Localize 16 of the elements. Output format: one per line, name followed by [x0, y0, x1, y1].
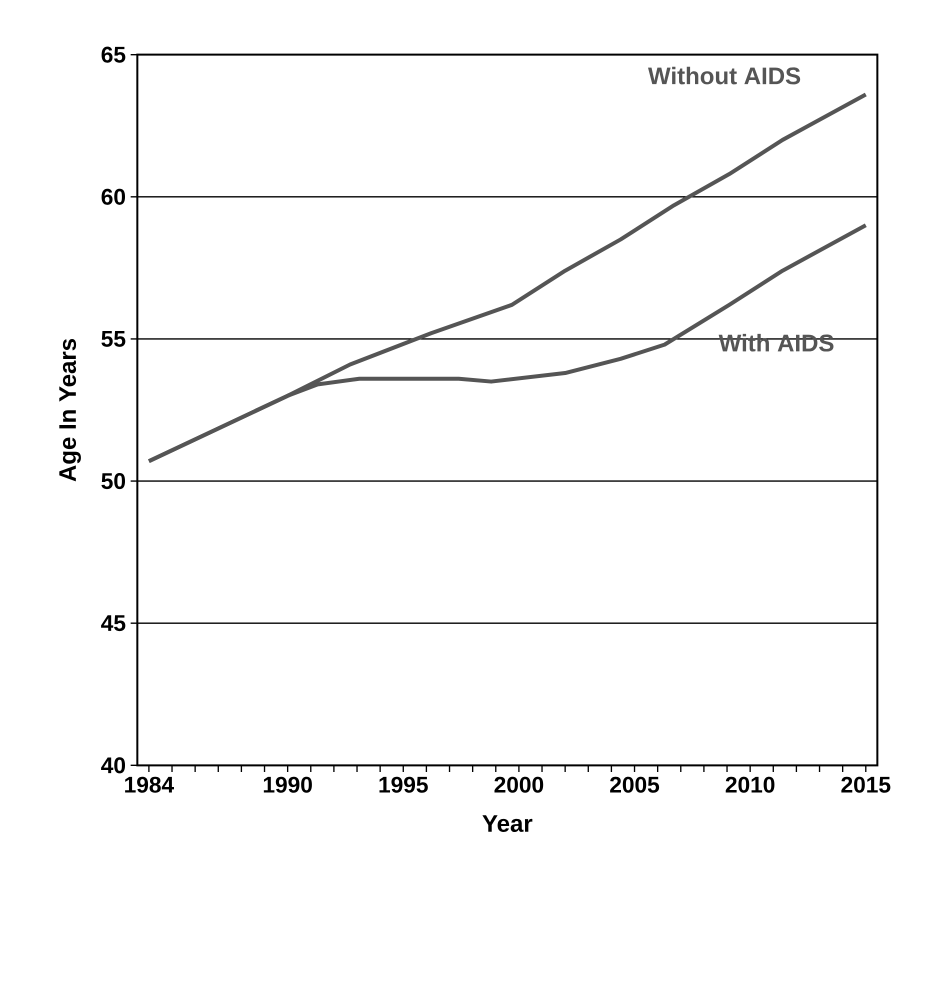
- y-tick-label: 50: [101, 473, 126, 490]
- x-tick-label: 1984: [125, 776, 174, 793]
- y-tick-label: 40: [101, 757, 126, 774]
- x-tick-label: 1995: [379, 776, 428, 793]
- y-tick-label: 60: [102, 188, 126, 205]
- x-axis-title: Year: [482, 815, 532, 832]
- y-tick-label: 55: [101, 331, 126, 347]
- x-tick-label: 1990: [264, 776, 312, 793]
- y-tick-label: 45: [101, 615, 126, 632]
- series-label: Without AIDS: [648, 66, 800, 84]
- x-tick-label: 2005: [610, 776, 660, 793]
- y-tick-label: 65: [102, 46, 126, 63]
- x-tick-label: 2010: [726, 776, 774, 793]
- x-tick-label: 2015: [841, 776, 890, 793]
- x-tick-label: 2000: [494, 776, 544, 793]
- y-axis-title: Age In Years: [59, 338, 81, 482]
